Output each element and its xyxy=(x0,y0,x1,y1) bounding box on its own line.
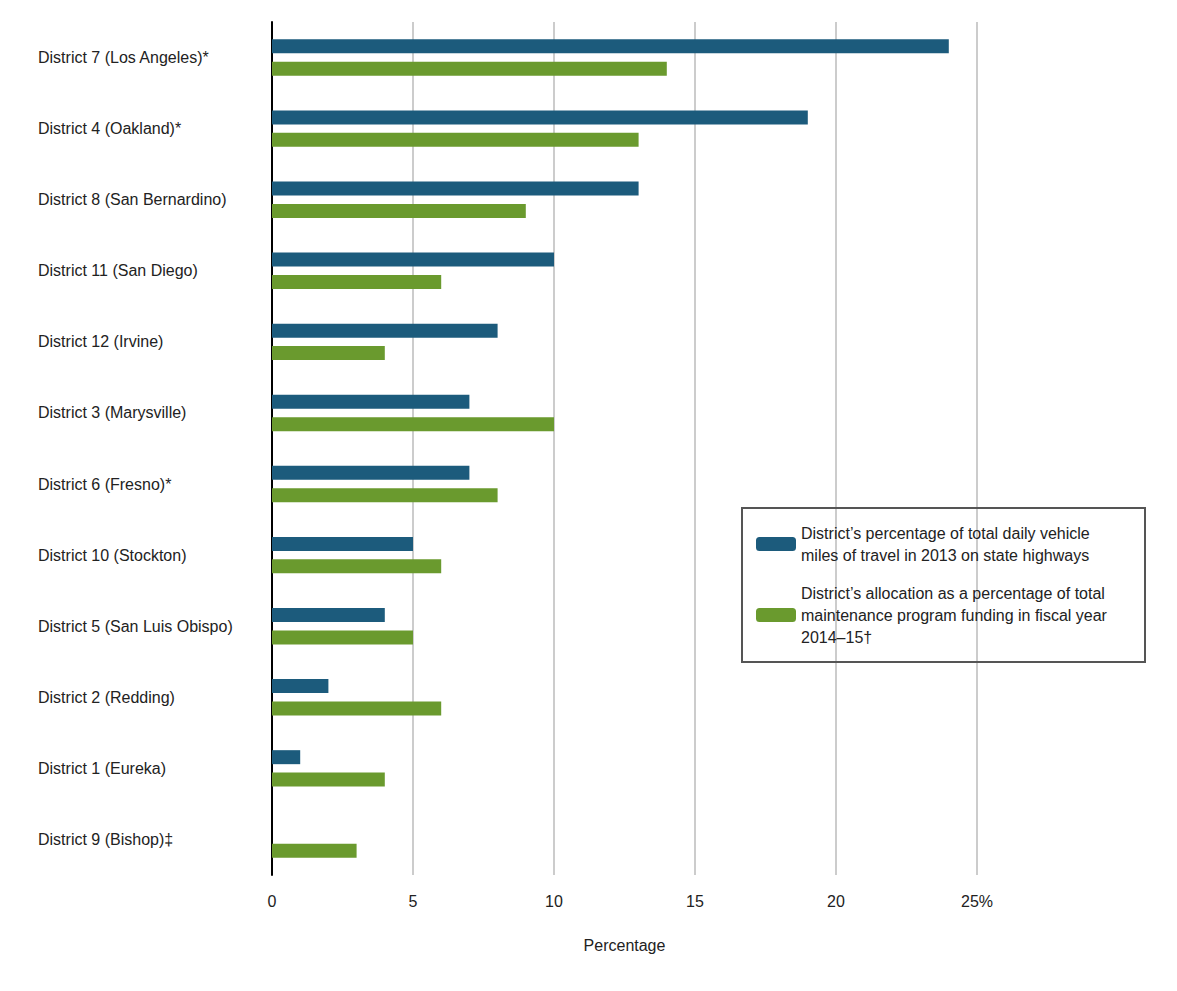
svg-text:10: 10 xyxy=(545,893,563,910)
svg-text:District 7 (Los Angeles)*: District 7 (Los Angeles)* xyxy=(38,49,209,66)
svg-text:Percentage: Percentage xyxy=(584,937,666,954)
svg-text:District 9 (Bishop)‡: District 9 (Bishop)‡ xyxy=(38,831,173,848)
svg-text:District 5 (San Luis Obispo): District 5 (San Luis Obispo) xyxy=(38,618,233,635)
svg-text:miles of travel in 2013 on sta: miles of travel in 2013 on state highway… xyxy=(801,547,1089,564)
svg-text:0: 0 xyxy=(268,893,277,910)
svg-text:District 3 (Marysville): District 3 (Marysville) xyxy=(38,404,186,421)
svg-text:District 1 (Eureka): District 1 (Eureka) xyxy=(38,760,166,777)
svg-text:20: 20 xyxy=(827,893,845,910)
svg-text:District’s percentage of total: District’s percentage of total daily veh… xyxy=(801,525,1094,542)
svg-text:District 11 (San Diego): District 11 (San Diego) xyxy=(38,262,198,279)
svg-text:District 2 (Redding): District 2 (Redding) xyxy=(38,689,175,706)
svg-text:District 10 (Stockton): District 10 (Stockton) xyxy=(38,547,186,564)
svg-text:15: 15 xyxy=(686,893,704,910)
svg-text:District 6 (Fresno)*: District 6 (Fresno)* xyxy=(38,476,171,493)
svg-text:2014–15†: 2014–15† xyxy=(801,629,872,646)
svg-text:District’s allocation as a per: District’s allocation as a percentage of… xyxy=(801,585,1109,602)
svg-text:25%: 25% xyxy=(961,893,993,910)
svg-text:District 8 (San Bernardino): District 8 (San Bernardino) xyxy=(38,191,227,208)
svg-text:District 4 (Oakland)*: District 4 (Oakland)* xyxy=(38,120,181,137)
svg-text:District 12 (Irvine): District 12 (Irvine) xyxy=(38,333,163,350)
svg-text:5: 5 xyxy=(409,893,418,910)
svg-text:maintenance program funding in: maintenance program funding in fiscal ye… xyxy=(801,607,1111,624)
